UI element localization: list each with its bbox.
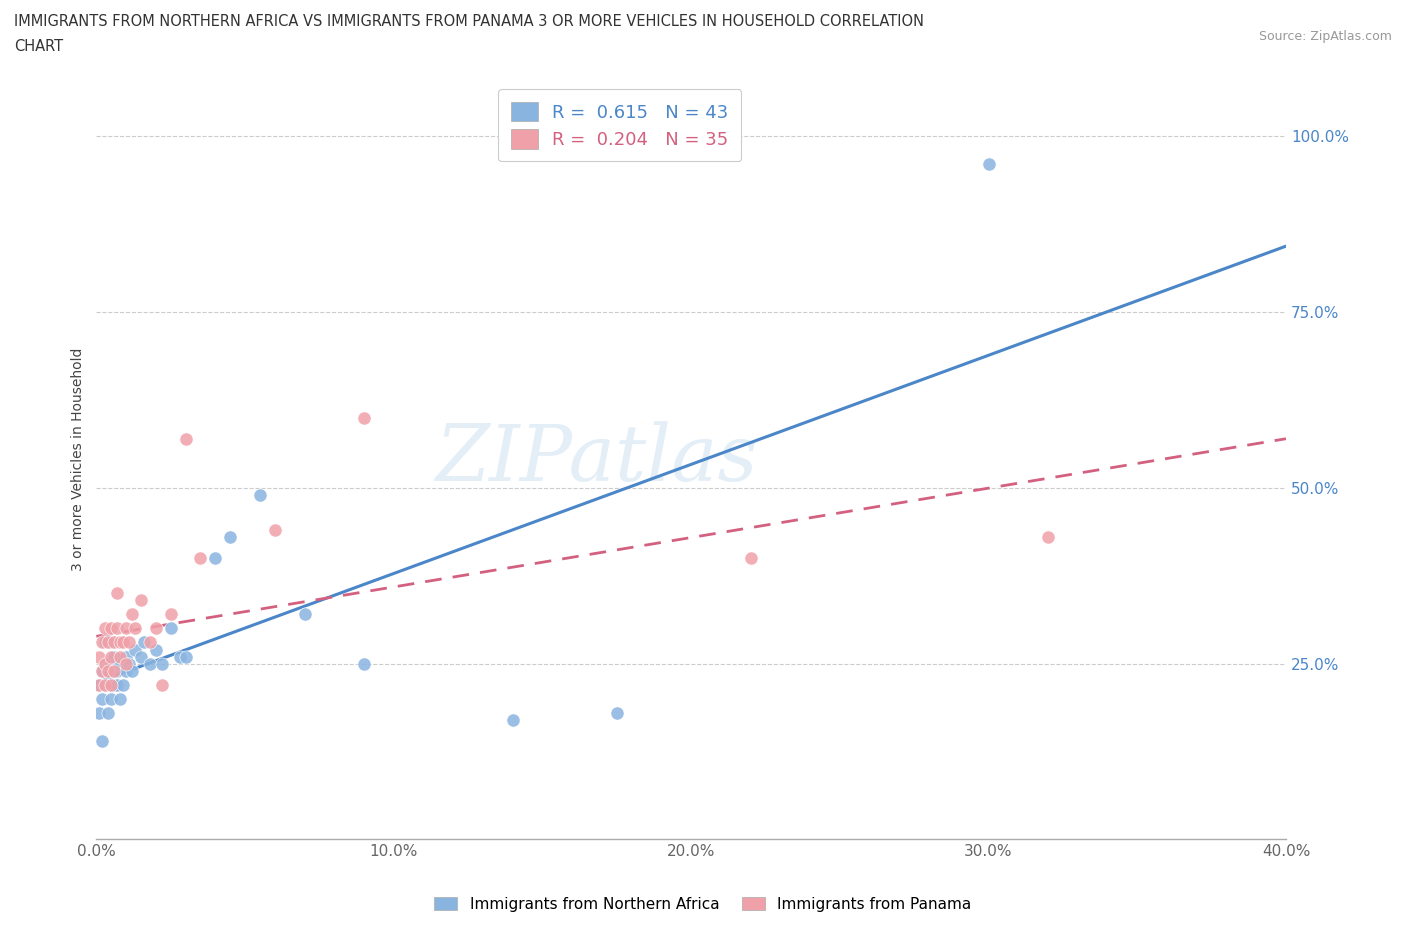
Point [124,621,146,636]
Point [118,657,141,671]
Text: IMMIGRANTS FROM NORTHERN AFRICA VS IMMIGRANTS FROM PANAMA 3 OR MORE VEHICLES IN : IMMIGRANTS FROM NORTHERN AFRICA VS IMMIG… [14,14,924,29]
Point [150,657,173,671]
Point [159,621,181,636]
Point [105,621,128,636]
Point [263,523,285,538]
Point [108,691,131,706]
Point [97,635,120,650]
Point [94,677,117,692]
Point [94,657,117,671]
Point [100,635,122,650]
Point [91,663,114,678]
Point [145,621,167,636]
Point [94,635,117,650]
Point [502,712,524,727]
Point [294,607,316,622]
Point [103,663,125,678]
Point [89,677,111,692]
Text: CHART: CHART [14,39,63,54]
Point [115,663,138,678]
Point [977,157,1000,172]
Point [94,677,117,692]
Text: ZIPatlas: ZIPatlas [434,421,758,498]
Text: Source: ZipAtlas.com: Source: ZipAtlas.com [1258,30,1392,43]
Point [94,657,117,671]
Point [159,607,181,622]
Point [100,621,122,636]
Point [190,551,212,565]
Point [115,649,138,664]
Point [97,705,120,720]
Point [103,677,125,692]
Point [112,635,135,650]
Point [150,677,173,692]
Point [89,677,111,692]
Point [97,677,120,692]
Point [105,663,128,678]
Point [100,657,122,671]
Point [118,635,141,650]
Point [100,649,122,664]
Point [112,677,135,692]
Point [145,642,167,657]
Point [91,691,114,706]
Point [353,410,375,425]
Point [169,649,191,664]
Legend: Immigrants from Northern Africa, Immigrants from Panama: Immigrants from Northern Africa, Immigra… [429,890,977,918]
Point [132,635,155,650]
Point [249,487,271,502]
Point [105,677,128,692]
Point [100,677,122,692]
Point [91,635,114,650]
Point [606,705,628,720]
Point [89,705,111,720]
Point [108,649,131,664]
Point [103,649,125,664]
Point [100,691,122,706]
Point [103,635,125,650]
Point [105,586,128,601]
Point [174,649,197,664]
Point [121,663,143,678]
Point [353,657,375,671]
Point [740,551,762,565]
Point [219,529,242,544]
Point [115,621,138,636]
Point [91,663,114,678]
Y-axis label: 3 or more Vehicles in Household: 3 or more Vehicles in Household [72,348,86,571]
Point [108,657,131,671]
Point [97,663,120,678]
Point [129,649,152,664]
Point [108,635,131,650]
Point [1036,529,1059,544]
Point [97,663,120,678]
Point [89,649,111,664]
Legend: R =  0.615   N = 43, R =  0.204   N = 35: R = 0.615 N = 43, R = 0.204 N = 35 [498,89,741,162]
Point [129,593,152,608]
Point [174,432,197,446]
Point [115,657,138,671]
Point [204,551,226,565]
Point [124,642,146,657]
Point [94,621,117,636]
Point [91,734,114,749]
Point [121,607,143,622]
Point [139,657,162,671]
Point [139,635,162,650]
Point [100,677,122,692]
